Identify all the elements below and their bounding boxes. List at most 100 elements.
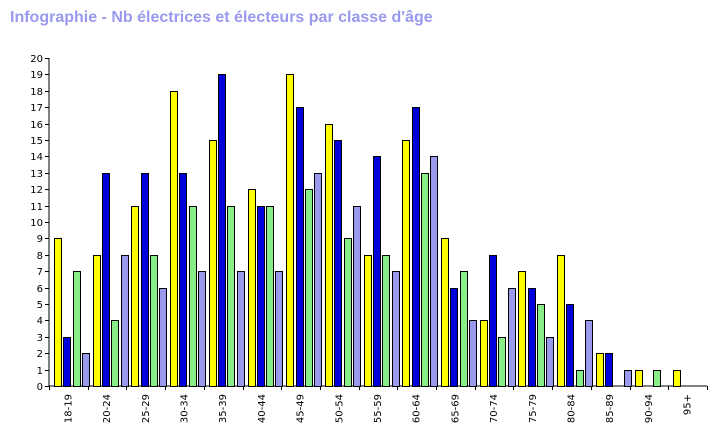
- bar-20-24-s4: [121, 255, 129, 387]
- y-tick-label: 10: [30, 218, 43, 229]
- bar-35-39-s1: [209, 140, 217, 387]
- bar-25-29-s4: [159, 288, 167, 387]
- bar-75-79-s1: [518, 271, 526, 387]
- bar-40-44-s1: [248, 189, 256, 387]
- bar-65-69-s1: [441, 238, 449, 387]
- y-tick-label: 9: [37, 234, 43, 245]
- x-tick-label: 30-34: [179, 394, 190, 423]
- bar-75-79-s4: [546, 337, 554, 387]
- bar-70-74-s4: [508, 288, 516, 387]
- bar-85-89-s2: [605, 353, 613, 387]
- bar-55-59-s2: [373, 156, 381, 387]
- y-tick-label: 15: [30, 136, 43, 147]
- chart-title: Infographie - Nb électrices et électeurs…: [10, 9, 433, 26]
- bar-30-34-s3: [189, 206, 197, 387]
- bar-55-59-s3: [382, 255, 390, 387]
- bar-40-44-s3: [266, 206, 274, 387]
- x-tick-label: 18-19: [63, 394, 74, 423]
- bar-18-19-s3: [73, 271, 81, 387]
- bar-18-19-s1: [54, 238, 62, 387]
- y-tick-label: 1: [37, 366, 43, 377]
- bar-90-94-s1: [635, 370, 643, 387]
- y-tick-label: 11: [30, 202, 43, 213]
- bar-65-69-s3: [460, 271, 468, 387]
- bar-60-64-s1: [402, 140, 410, 387]
- bar-70-74-s2: [489, 255, 497, 387]
- bar-25-29-s2: [141, 173, 149, 387]
- bar-35-39-s2: [218, 74, 226, 387]
- bar-20-24-s2: [102, 173, 110, 387]
- x-tick-label: 65-69: [450, 394, 461, 423]
- bar-70-74-s1: [480, 320, 488, 387]
- x-tick-labels: 18-19 20-24 25-29 30-34 35-39 40-44 45-49 50-54…: [63, 394, 693, 423]
- y-tick-label: 14: [30, 152, 43, 163]
- bar-30-34-s1: [170, 91, 178, 387]
- bar-45-49-s4: [314, 173, 322, 387]
- bar-85-89-s1: [596, 353, 604, 387]
- x-tick-label: 95+: [683, 394, 694, 415]
- bar-80-84-s1: [557, 255, 565, 387]
- bar-25-29-s1: [131, 206, 139, 387]
- y-tick-label: 16: [30, 120, 43, 131]
- x-tick-label: 20-24: [102, 394, 113, 423]
- bar-85-89-s4: [624, 370, 632, 387]
- bar-55-59-s1: [364, 255, 372, 387]
- bar-80-84-s3: [576, 370, 584, 387]
- bar-40-44-s2: [257, 206, 265, 387]
- x-tick-label: 35-39: [218, 394, 229, 423]
- bar-75-79-s3: [537, 304, 545, 387]
- bar-80-84-s2: [566, 304, 574, 387]
- y-tick-label: 18: [30, 87, 43, 98]
- x-tick-label: 60-64: [412, 394, 423, 423]
- bar-95+-s1: [673, 370, 681, 387]
- bar-45-49-s2: [296, 107, 304, 387]
- bar-30-34-s2: [179, 173, 187, 387]
- y-tick-label: 5: [37, 300, 43, 311]
- bar-25-29-s3: [150, 255, 158, 387]
- y-tick-label: 0: [37, 382, 43, 393]
- bar-18-19-s2: [63, 337, 71, 387]
- bar-90-94-s3: [653, 370, 661, 387]
- y-tick-label: 6: [37, 284, 43, 295]
- bar-18-19-s4: [82, 353, 90, 387]
- bar-35-39-s4: [237, 271, 245, 387]
- bar-60-64-s4: [430, 156, 438, 387]
- y-tick-label: 2: [37, 349, 43, 360]
- bar-60-64-s2: [412, 107, 420, 387]
- bar-60-64-s3: [421, 173, 429, 387]
- bar-50-54-s2: [334, 140, 342, 387]
- y-tick-label: 13: [30, 169, 43, 180]
- x-tick-label: 80-84: [567, 394, 578, 423]
- bar-70-74-s3: [498, 337, 506, 387]
- bar-55-59-s4: [392, 271, 400, 387]
- x-tick-label: 45-49: [296, 394, 307, 423]
- bar-50-54-s3: [344, 238, 352, 387]
- bar-65-69-s4: [469, 320, 477, 387]
- y-tick-label: 4: [37, 316, 43, 327]
- y-tick-label: 20: [30, 54, 43, 65]
- bar-20-24-s3: [111, 320, 119, 387]
- y-tick-label: 12: [30, 185, 43, 196]
- bar-20-24-s1: [93, 255, 101, 387]
- x-tick-label: 50-54: [334, 394, 345, 423]
- bar-40-44-s4: [275, 271, 283, 387]
- bar-65-69-s2: [450, 288, 458, 387]
- y-tick-label: 17: [30, 103, 43, 114]
- x-tick-label: 40-44: [257, 394, 268, 423]
- x-tick-label: 55-59: [373, 394, 384, 423]
- bar-50-54-s4: [353, 206, 361, 387]
- bar-30-34-s4: [198, 271, 206, 387]
- bar-80-84-s4: [585, 320, 593, 387]
- bar-45-49-s1: [286, 74, 294, 387]
- y-tick-label: 19: [30, 70, 43, 81]
- bars: [54, 74, 681, 387]
- y-tick-label: 3: [37, 333, 43, 344]
- bar-35-39-s3: [227, 206, 235, 387]
- bar-75-79-s2: [528, 288, 536, 387]
- x-tick-label: 75-79: [528, 394, 539, 423]
- y-tick-label: 7: [37, 267, 43, 278]
- x-tick-label: 25-29: [141, 394, 152, 423]
- bar-50-54-s1: [325, 124, 333, 387]
- x-tick-label: 90-94: [644, 394, 655, 423]
